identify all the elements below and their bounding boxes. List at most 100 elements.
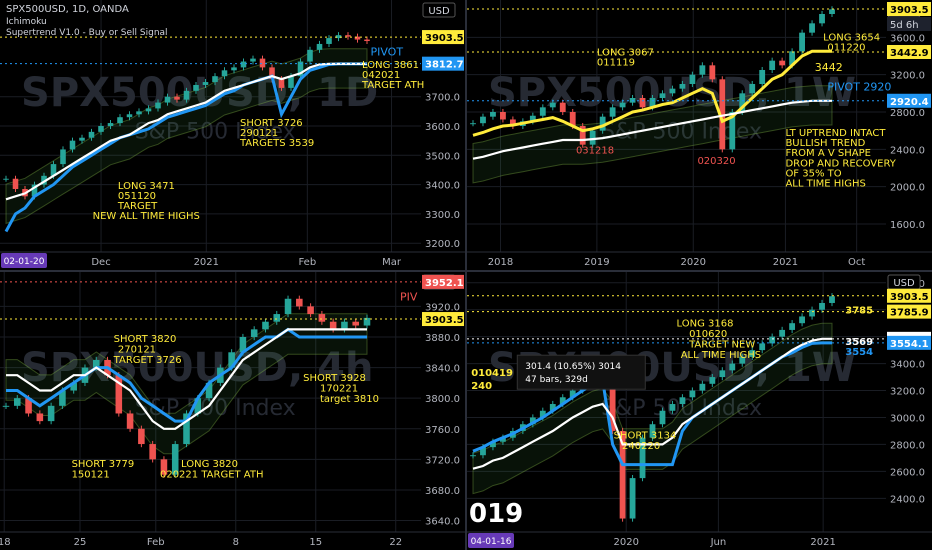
date-badge-box [468, 533, 514, 548]
y-tick-label-2: 3400.0 [425, 181, 460, 192]
annotation-4: 290121 [240, 128, 278, 139]
candle-body-27 [307, 306, 314, 315]
candle-body-36 [345, 35, 351, 37]
price-label-box-1 [887, 44, 931, 59]
candle-body-6 [60, 149, 66, 165]
y-tick-label-3: 3760.0 [425, 425, 460, 436]
panel-background [0, 0, 465, 270]
candle-body-11 [126, 413, 134, 429]
candle-body-9 [559, 397, 566, 405]
annotation-3: 011220 [827, 42, 865, 53]
chart-panel-4: SPX500USD, 1WS&P 500 Index2400.02600.028… [467, 272, 932, 550]
candle-body-15 [619, 102, 626, 108]
price-label-0: 3903.5 [890, 292, 929, 303]
price-label-box-3 [887, 335, 931, 350]
chart-panel-1: SPX500USD, 1DS&P 500 Index3200.03300.034… [0, 0, 465, 270]
annotation-9: target 3810 [320, 394, 379, 405]
candle-body-13 [599, 116, 606, 131]
candle-body-28 [318, 314, 326, 322]
annotation-7: 051120 [118, 191, 156, 202]
price-label-1: 3812.7 [425, 60, 464, 71]
candle-body-31 [779, 329, 786, 337]
candle-body-21 [679, 84, 686, 89]
level-text-3: 010419 [471, 368, 513, 379]
ichimoku-cloud [472, 322, 833, 495]
measure-line-2: 47 bars, 329d [525, 375, 588, 385]
candle-body-31 [779, 60, 786, 66]
y-tick-label-3: 2800.0 [890, 108, 925, 119]
candle-body-30 [769, 336, 776, 344]
candle-body-27 [259, 58, 266, 68]
candle-body-4 [41, 175, 47, 185]
level-text-4: 240 [471, 381, 492, 392]
y-tick-label-2: 2800.0 [890, 440, 925, 451]
y-tick-label-5: 3700.0 [425, 93, 460, 104]
candle-body-27 [739, 93, 746, 112]
candle-body-31 [297, 61, 304, 77]
candle-body-34 [326, 38, 332, 44]
y-tick-label-1: 3680.0 [425, 486, 460, 497]
pivot-label: PIVOT [370, 45, 403, 58]
y-tick-label-0: 2400.0 [890, 494, 925, 505]
x-tick-label-0: Dec [91, 257, 110, 268]
annotation-2: TARGET ATH [361, 80, 424, 91]
annotation-0: LONG 3067 [597, 47, 654, 58]
level-text-0: 3785 [845, 306, 873, 317]
price-label-2: 2920.4 [890, 97, 929, 108]
candle-body-16 [183, 413, 190, 445]
annotation-0: LONG 3168 [677, 319, 734, 330]
candle-body-25 [719, 79, 726, 150]
candle-body-11 [107, 123, 114, 126]
x-tick-label-1: 2021 [194, 257, 219, 268]
y-tick-label-4: 3200.0 [890, 387, 925, 398]
y-tick-label-4: 3800.0 [425, 394, 460, 405]
candle-body-34 [809, 309, 815, 317]
candle-body-32 [789, 51, 796, 66]
y-tick-label-5: 3840.0 [425, 364, 460, 375]
candle-body-26 [729, 112, 736, 150]
candle-body-22 [212, 76, 218, 83]
y-tick-label-3: 3000.0 [890, 413, 925, 424]
candle-body-37 [354, 36, 361, 40]
candle-body-6 [70, 382, 77, 391]
candle-body-0 [470, 455, 476, 457]
candle-body-25 [719, 370, 726, 378]
y-tick-label-6: 3880.0 [425, 333, 460, 344]
candle-body-7 [539, 410, 546, 418]
watermark-subtitle: S&P 500 Index [135, 396, 296, 421]
series-line-baseline [6, 328, 367, 430]
pivot-label: PIVOT 2920 [827, 81, 891, 94]
annotation-8: TARGET [117, 201, 158, 212]
date-badge: 02-01-20 [4, 257, 45, 267]
candle-body-26 [729, 363, 736, 371]
candle-body-21 [202, 82, 209, 85]
candle-body-28 [749, 350, 756, 357]
candle-body-30 [769, 60, 776, 70]
y-tick-label-1: 3300.0 [425, 210, 460, 221]
candle-body-6 [529, 115, 536, 122]
candle-body-23 [221, 70, 228, 77]
candle-body-12 [117, 117, 123, 124]
y-tick-label-5: 3600.0 [890, 33, 925, 44]
candle-body-24 [273, 314, 281, 322]
annotation-4: SHORT 3134 [614, 430, 677, 441]
time-badge: 5d 6h [890, 20, 919, 31]
candle-body-29 [329, 321, 337, 330]
candle-body-26 [250, 58, 256, 62]
annotation-1: 042021 [362, 70, 400, 81]
candle-body-3 [500, 437, 506, 442]
annotation-0: LONG 3861 [362, 60, 419, 71]
annotation-1: 010620 [689, 329, 727, 340]
x-tick-label-0: 2020 [613, 537, 638, 548]
price-label-1: 3903.5 [425, 315, 464, 326]
candle-body-21 [679, 397, 686, 405]
candle-body-24 [231, 67, 237, 71]
annotation-5: 020320 [697, 156, 735, 167]
candle-body-8 [549, 102, 556, 108]
y-tick-label-7: 3920.0 [425, 302, 460, 313]
candle-body-25 [240, 61, 247, 68]
candle-body-15 [145, 108, 152, 112]
candle-body-8 [79, 137, 85, 141]
candle-body-29 [278, 79, 285, 88]
candle-body-13 [126, 114, 133, 118]
